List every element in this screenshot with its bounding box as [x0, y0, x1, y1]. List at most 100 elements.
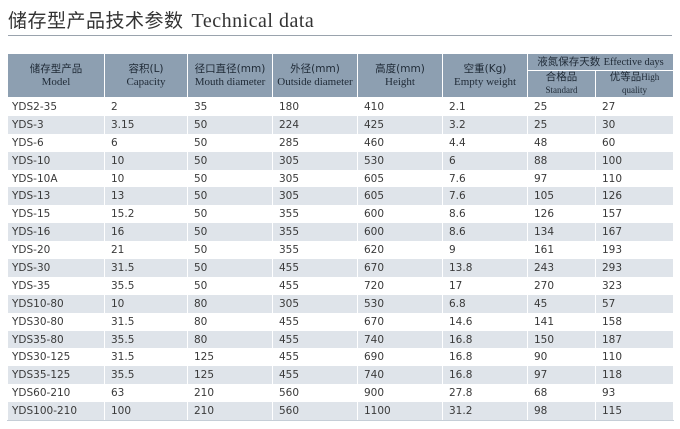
table-row: YDS-20 21 50 355 620 9 161 193 — [7, 241, 674, 260]
header-empty-weight: 空重(Kg) Empty weight — [442, 53, 528, 98]
cell-capacity: 10 — [104, 169, 188, 188]
header-capacity-en: Capacity — [126, 75, 166, 88]
cell-days-high-quality: 93 — [595, 384, 674, 403]
cell-capacity: 35.5 — [104, 276, 188, 295]
cell-height: 740 — [357, 366, 443, 385]
cell-outside-diameter: 560 — [272, 384, 358, 403]
cell-empty-weight: 2.1 — [442, 97, 528, 116]
cell-days-standard: 243 — [527, 259, 596, 277]
cell-days-standard: 25 — [527, 115, 596, 134]
cell-days-standard: 105 — [527, 187, 596, 206]
title-cn: 储存型产品技术参数 — [8, 10, 184, 32]
cell-capacity: 31.5 — [104, 312, 188, 331]
cell-model: YDS-10A — [7, 169, 105, 188]
header-capacity: 容积(L) Capacity — [104, 53, 188, 98]
header-effective-en: Effective days — [603, 56, 664, 68]
table-row: YDS-15 15.2 50 355 600 8.6 126 157 — [7, 205, 674, 224]
cell-empty-weight: 6.8 — [442, 294, 528, 313]
cell-capacity: 13 — [104, 187, 188, 206]
cell-mouth-diameter: 50 — [187, 259, 273, 277]
cell-height: 425 — [357, 115, 443, 134]
cell-outside-diameter: 355 — [272, 241, 358, 260]
cell-height: 605 — [357, 187, 443, 206]
cell-days-high-quality: 158 — [595, 312, 674, 331]
header-weight-cn: 空重(Kg) — [463, 62, 507, 75]
header-height: 高度(mm) Height — [357, 53, 443, 98]
cell-mouth-diameter: 50 — [187, 223, 273, 242]
cell-height: 670 — [357, 312, 443, 331]
cell-days-standard: 45 — [527, 294, 596, 313]
table-row: YDS-13 13 50 305 605 7.6 105 126 — [7, 187, 674, 206]
cell-outside-diameter: 560 — [272, 402, 358, 422]
cell-days-standard: 134 — [527, 223, 596, 242]
cell-days-high-quality: 157 — [595, 205, 674, 224]
cell-model: YDS-13 — [7, 187, 105, 206]
cell-days-high-quality: 110 — [595, 169, 674, 188]
cell-capacity: 3.15 — [104, 115, 188, 134]
cell-height: 605 — [357, 169, 443, 188]
table-row: YDS35-125 35.5 125 455 740 16.8 97 118 — [7, 366, 674, 385]
cell-days-high-quality: 293 — [595, 259, 674, 277]
cell-height: 530 — [357, 294, 443, 313]
cell-model: YDS-35 — [7, 276, 105, 295]
header-high-en: High quality — [622, 72, 660, 95]
cell-days-high-quality: 27 — [595, 97, 674, 116]
cell-model: YDS-15 — [7, 205, 105, 224]
cell-capacity: 6 — [104, 133, 188, 152]
cell-height: 600 — [357, 205, 443, 224]
cell-days-high-quality: 100 — [595, 151, 674, 170]
cell-model: YDS60-210 — [7, 384, 105, 403]
cell-outside-diameter: 455 — [272, 259, 358, 277]
header-weight-en: Empty weight — [453, 75, 517, 88]
cell-empty-weight: 3.2 — [442, 115, 528, 134]
cell-model: YDS-16 — [7, 223, 105, 242]
cell-empty-weight: 4.4 — [442, 133, 528, 152]
cell-mouth-diameter: 210 — [187, 384, 273, 403]
cell-outside-diameter: 224 — [272, 115, 358, 134]
header-high-quality: 优等品High quality — [595, 70, 674, 98]
table-header: 储存型产品 Model 容积(L) Capacity 径口直径(mm) Mout… — [7, 53, 674, 98]
header-standard-en: Standard — [545, 85, 578, 95]
cell-mouth-diameter: 35 — [187, 97, 273, 116]
table-row: YDS30-80 31.5 80 455 670 14.6 141 158 — [7, 312, 674, 331]
title-divider — [8, 35, 672, 36]
cell-days-standard: 126 — [527, 205, 596, 224]
cell-model: YDS100-210 — [7, 402, 105, 422]
cell-empty-weight: 17 — [442, 276, 528, 295]
cell-mouth-diameter: 50 — [187, 133, 273, 152]
header-standard: 合格品 Standard — [527, 70, 596, 98]
cell-mouth-diameter: 80 — [187, 312, 273, 331]
cell-days-standard: 88 — [527, 151, 596, 170]
cell-days-high-quality: 323 — [595, 276, 674, 295]
cell-empty-weight: 7.6 — [442, 169, 528, 188]
header-mouth-en: Mouth diameter — [194, 75, 266, 88]
page-title: 储存型产品技术参数 Technical data — [8, 6, 314, 33]
cell-empty-weight: 16.8 — [442, 330, 528, 349]
cell-mouth-diameter: 50 — [187, 205, 273, 224]
cell-model: YDS-10 — [7, 151, 105, 170]
cell-height: 1100 — [357, 402, 443, 422]
cell-height: 530 — [357, 151, 443, 170]
cell-model: YDS35-125 — [7, 366, 105, 385]
cell-outside-diameter: 455 — [272, 366, 358, 385]
header-standard-cn: 合格品 — [545, 71, 578, 83]
table-row: YDS-10 10 50 305 530 6 88 100 — [7, 151, 674, 170]
cell-model: YDS2-35 — [7, 97, 105, 116]
cell-days-high-quality: 193 — [595, 241, 674, 260]
cell-days-high-quality: 167 — [595, 223, 674, 242]
cell-outside-diameter: 455 — [272, 348, 358, 367]
cell-capacity: 16 — [104, 223, 188, 242]
header-mouth-cn: 径口直径(mm) — [194, 62, 266, 75]
cell-outside-diameter: 305 — [272, 294, 358, 313]
cell-empty-weight: 31.2 — [442, 402, 528, 422]
header-model-cn: 储存型产品 — [29, 62, 83, 75]
cell-height: 900 — [357, 384, 443, 403]
cell-capacity: 35.5 — [104, 330, 188, 349]
cell-height: 720 — [357, 276, 443, 295]
table-row: YDS35-80 35.5 80 455 740 16.8 150 187 — [7, 330, 674, 349]
cell-model: YDS-20 — [7, 241, 105, 260]
cell-model: YDS-6 — [7, 133, 105, 152]
header-outside-en: Outside diameter — [277, 75, 353, 88]
cell-height: 600 — [357, 223, 443, 242]
cell-days-standard: 25 — [527, 97, 596, 116]
